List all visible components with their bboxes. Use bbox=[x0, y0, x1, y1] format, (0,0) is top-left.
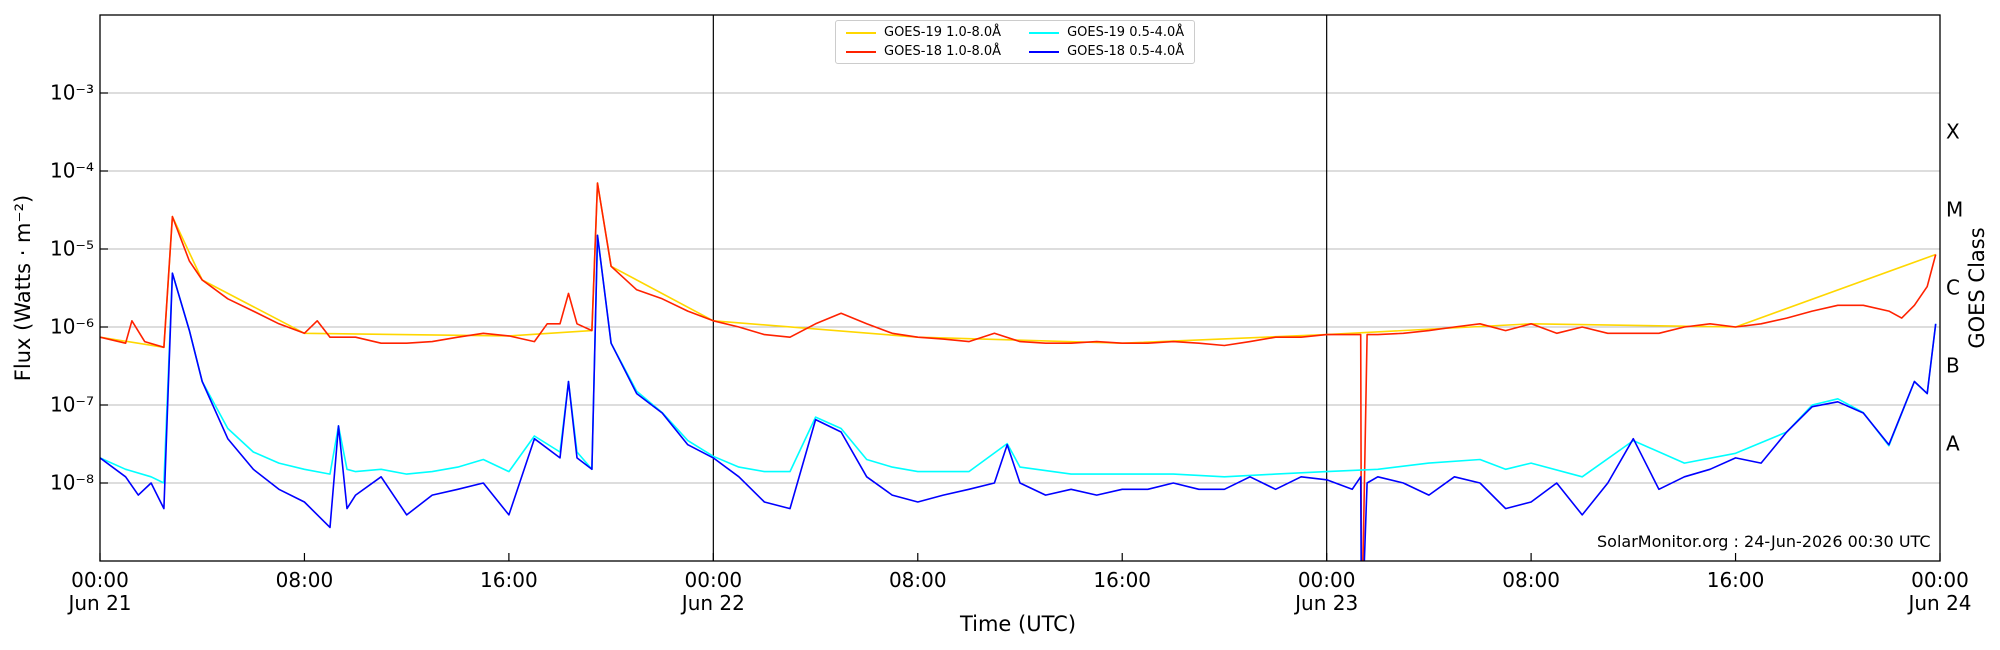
y-tick-label: 10⁻⁴ bbox=[49, 158, 94, 183]
series-line bbox=[100, 234, 1937, 561]
plot-frame bbox=[99, 14, 1941, 562]
x-tick-label: 08:00 bbox=[1502, 568, 1560, 592]
y-tick-label: 10⁻³ bbox=[49, 80, 94, 105]
x-tick-label: 00:00 Jun 23 bbox=[1295, 568, 1359, 615]
y-tick-label: 10⁻⁵ bbox=[49, 236, 94, 261]
y2-tick-label: C bbox=[1946, 275, 1960, 300]
x-tick-label: 00:00 Jun 21 bbox=[68, 568, 132, 615]
legend-item: GOES-19 0.5-4.0Å bbox=[1029, 25, 1184, 40]
legend-swatch bbox=[846, 50, 876, 53]
x-tick-label: 00:00 Jun 22 bbox=[681, 568, 745, 615]
x-tick-label: 08:00 bbox=[275, 568, 334, 592]
legend-label: GOES-19 0.5-4.0Å bbox=[1067, 25, 1185, 40]
legend-label: GOES-19 1.0-8.0Å bbox=[884, 25, 1002, 40]
legend-item: GOES-18 0.5-4.0Å bbox=[1029, 44, 1184, 59]
y-tick-label: 10⁻⁷ bbox=[49, 392, 94, 417]
x-tick-label: 16:00 bbox=[480, 568, 538, 592]
y-tick-label: 10⁻⁸ bbox=[49, 470, 94, 495]
series-line bbox=[100, 182, 1936, 349]
y2-tick-label: A bbox=[1946, 431, 1960, 456]
y2-tick-label: M bbox=[1946, 197, 1964, 222]
y-tick-label: 10⁻⁶ bbox=[49, 314, 94, 339]
annotation: SolarMonitor.org : 24-Jun-2026 00:30 UTC bbox=[1597, 532, 1931, 551]
legend-label: GOES-18 1.0-8.0Å bbox=[884, 44, 1002, 59]
legend-swatch bbox=[1029, 50, 1060, 53]
x-axis-label: Time (UTC) bbox=[959, 612, 1077, 636]
y2-tick-label: B bbox=[1946, 353, 1960, 378]
x-tick-label: 08:00 bbox=[888, 568, 947, 592]
legend-swatch bbox=[1029, 31, 1060, 34]
legend: GOES-19 1.0-8.0Å GOES-18 1.0-8.0Å GOES-19 … bbox=[835, 20, 1196, 64]
x-tick-label: 00:00 Jun 24 bbox=[1908, 568, 1972, 615]
x-tick-label: 16:00 bbox=[1093, 568, 1152, 592]
y2-axis-label: GOES Class bbox=[1964, 227, 1989, 349]
series-group bbox=[100, 182, 1937, 561]
legend-swatch bbox=[846, 31, 876, 34]
y-axis-label: Flux (Watts · m⁻²) bbox=[10, 194, 35, 382]
series-line bbox=[100, 234, 1937, 484]
legend-item: GOES-19 1.0-8.0Å bbox=[846, 25, 1001, 40]
x-tick-label: 16:00 bbox=[1706, 568, 1765, 592]
y2-tick-label: X bbox=[1946, 119, 1960, 144]
series-line bbox=[100, 182, 1937, 561]
legend-label: GOES-18 0.5-4.0Å bbox=[1067, 44, 1185, 59]
legend-item: GOES-18 1.0-8.0Å bbox=[846, 44, 1001, 59]
